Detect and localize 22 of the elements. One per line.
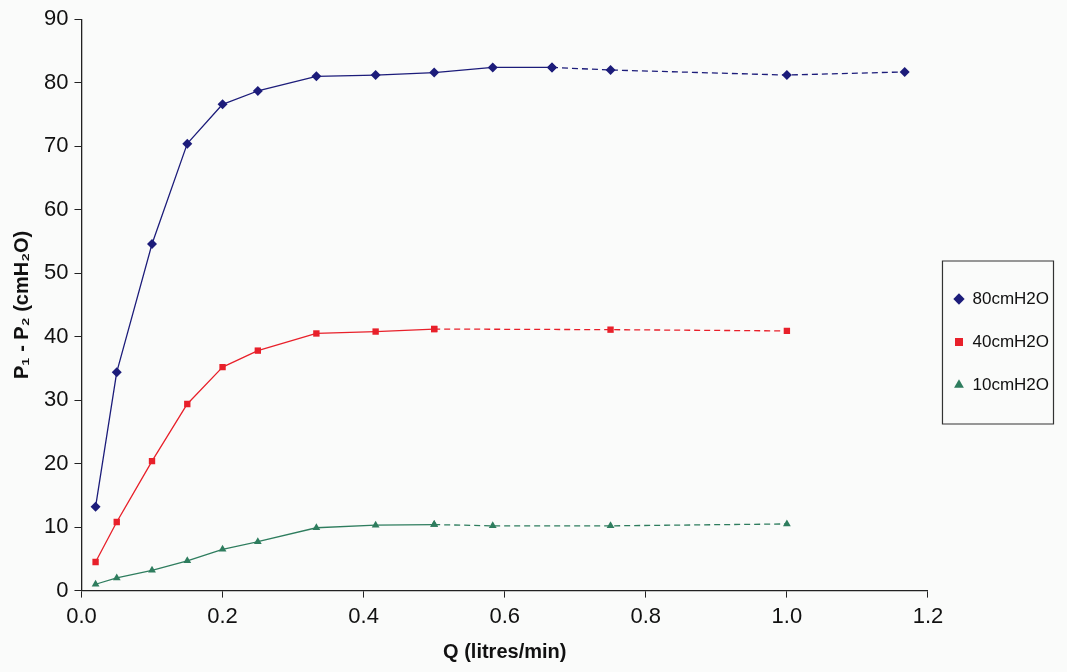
y-tick-label: 10 <box>43 513 69 539</box>
y-tick-label: 30 <box>43 386 69 412</box>
x-axis-title: Q (litres/min) <box>443 639 567 662</box>
x-tick-label: 0.0 <box>66 602 97 628</box>
y-tick-label: 20 <box>43 449 69 475</box>
legend-label: 80cmH2O <box>972 288 1050 308</box>
y-tick-label: 70 <box>43 132 69 158</box>
legend-label: 40cmH2O <box>972 331 1050 351</box>
x-tick-label: 1.0 <box>771 602 803 628</box>
y-tick-label: 90 <box>43 5 69 31</box>
y-tick-label: 50 <box>43 259 69 285</box>
x-tick-label: 1.2 <box>912 602 944 628</box>
legend-label: 10cmH2O <box>972 374 1050 394</box>
x-tick-label: 0.8 <box>630 602 662 628</box>
x-tick-label: 0.4 <box>348 602 379 628</box>
y-tick-label: 60 <box>43 195 69 221</box>
y-tick-label: 80 <box>43 68 69 94</box>
y-axis-title: P₁ - P₂ (cmH₂O) <box>9 230 32 380</box>
x-tick-label: 0.2 <box>207 602 238 628</box>
x-tick-label: 0.6 <box>489 602 521 628</box>
y-tick-label: 0 <box>56 576 69 602</box>
y-tick-label: 40 <box>43 322 69 348</box>
